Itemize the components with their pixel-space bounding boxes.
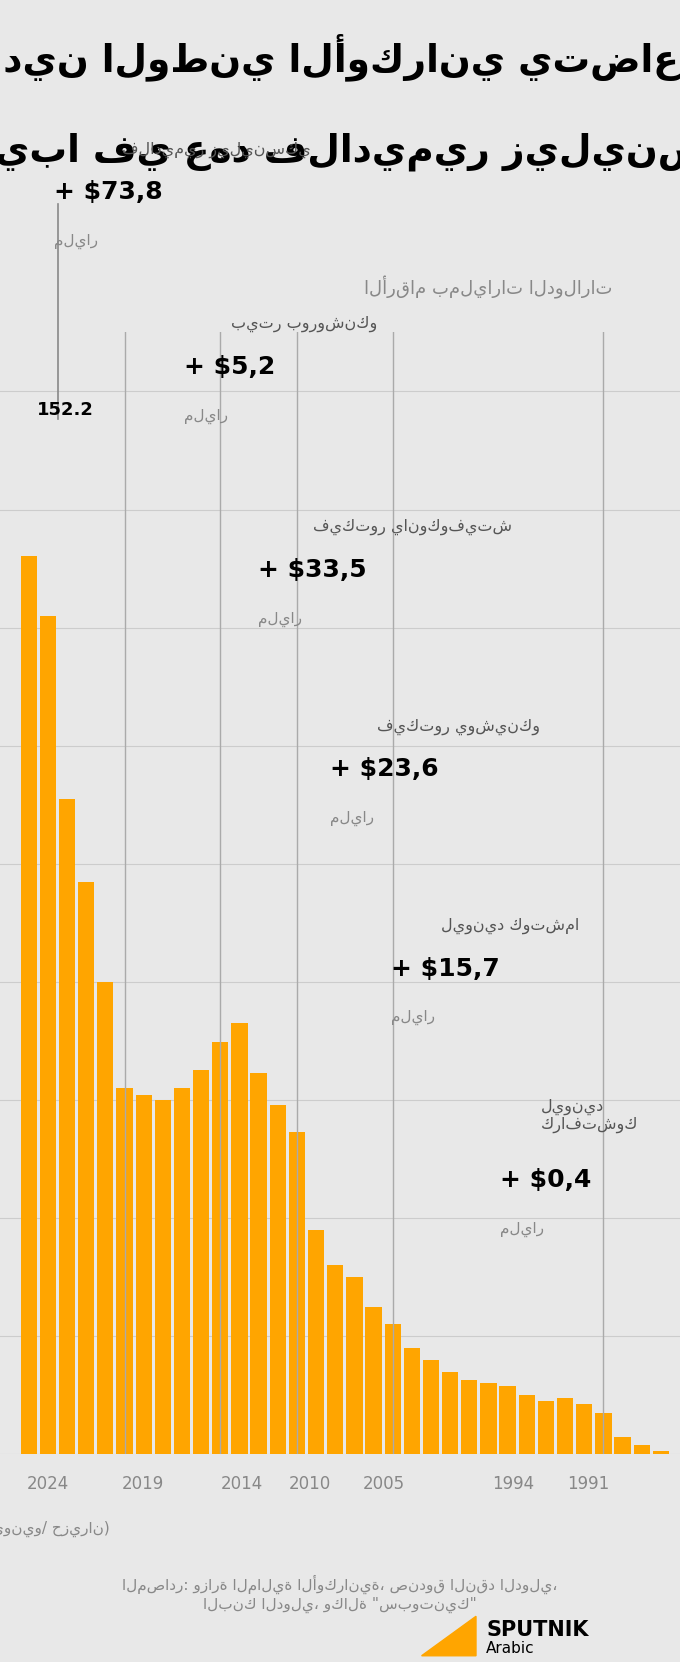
Text: + $0,4: + $0,4 <box>500 1168 591 1192</box>
Text: + $5,2: + $5,2 <box>184 356 275 379</box>
Text: مليار: مليار <box>184 409 228 424</box>
Bar <box>135 1095 152 1454</box>
Bar <box>538 1401 554 1454</box>
Bar <box>116 1089 133 1454</box>
Bar <box>423 1360 439 1454</box>
Text: 2019: 2019 <box>122 1476 164 1492</box>
Text: 152.2: 152.2 <box>37 401 95 419</box>
Bar <box>442 1371 458 1454</box>
Bar <box>576 1404 592 1454</box>
Text: 2024: 2024 <box>27 1476 69 1492</box>
Bar <box>404 1348 420 1454</box>
Bar <box>212 1042 228 1454</box>
Bar <box>20 555 37 1454</box>
Bar <box>365 1306 381 1454</box>
Text: المصادر: وزارة المالية الأوكرانية، صندوق النقد الدولي،
البنك الدولي، وكالة "سبوت: المصادر: وزارة المالية الأوكرانية، صندوق… <box>122 1576 558 1612</box>
Bar <box>250 1074 267 1454</box>
Text: + $73,8: + $73,8 <box>54 181 163 204</box>
Text: ليونيد
كرافتشوك: ليونيد كرافتشوك <box>541 1099 638 1133</box>
Text: 2014: 2014 <box>220 1476 262 1492</box>
Bar <box>231 1022 248 1454</box>
Bar <box>384 1325 401 1454</box>
Bar <box>480 1383 496 1454</box>
Bar <box>634 1446 650 1454</box>
Text: مليار: مليار <box>258 612 303 627</box>
Text: الدين الوطني الأوكراني يتضاعف: الدين الوطني الأوكراني يتضاعف <box>0 33 680 81</box>
Polygon shape <box>422 1615 476 1655</box>
Text: Arabic: Arabic <box>486 1640 535 1655</box>
Text: + $33,5: + $33,5 <box>258 558 367 582</box>
Bar <box>500 1386 515 1454</box>
Text: بيتر بوروشنكو: بيتر بوروشنكو <box>231 316 377 332</box>
Bar <box>346 1276 362 1454</box>
Text: + $15,7: + $15,7 <box>391 957 500 981</box>
Text: 1991: 1991 <box>567 1476 609 1492</box>
Bar <box>327 1265 343 1454</box>
Text: فيكتور يوشينكو: فيكتور يوشينكو <box>377 718 541 735</box>
Bar <box>308 1230 324 1454</box>
Text: + $23,6: + $23,6 <box>330 758 439 781</box>
Bar <box>174 1089 190 1454</box>
Bar <box>557 1398 573 1454</box>
Bar <box>653 1451 669 1454</box>
Text: مليار: مليار <box>330 811 374 826</box>
Bar <box>461 1381 477 1454</box>
Text: الأرقام بمليارات الدولارات: الأرقام بمليارات الدولارات <box>364 276 612 299</box>
Bar <box>289 1132 305 1454</box>
Bar <box>39 617 56 1454</box>
Text: فلاديمير زيلينسكي: فلاديمير زيلينسكي <box>122 141 311 158</box>
Text: تقريبا في عهد فلاديمير زيلينسكي: تقريبا في عهد فلاديمير زيلينسكي <box>0 133 680 171</box>
Text: (يونيو/ حزيران): (يونيو/ حزيران) <box>0 1521 109 1537</box>
Bar <box>97 982 114 1454</box>
Bar <box>78 881 95 1454</box>
Bar <box>519 1394 535 1454</box>
Bar <box>615 1436 630 1454</box>
Text: ليونيد كوتشما: ليونيد كوتشما <box>441 917 579 934</box>
Text: مليار: مليار <box>391 1010 435 1025</box>
Bar <box>269 1105 286 1454</box>
Text: SPUTNIK: SPUTNIK <box>486 1620 589 1640</box>
Text: مليار: مليار <box>54 234 99 249</box>
Bar <box>59 799 75 1454</box>
Bar <box>193 1070 209 1454</box>
Bar <box>154 1100 171 1454</box>
Text: فيكتور يانوكوفيتش: فيكتور يانوكوفيتش <box>313 519 512 535</box>
Text: مليار: مليار <box>500 1222 544 1237</box>
Text: 1994: 1994 <box>492 1476 534 1492</box>
Bar <box>595 1413 611 1454</box>
Text: 2005: 2005 <box>363 1476 405 1492</box>
Text: 2010: 2010 <box>288 1476 330 1492</box>
